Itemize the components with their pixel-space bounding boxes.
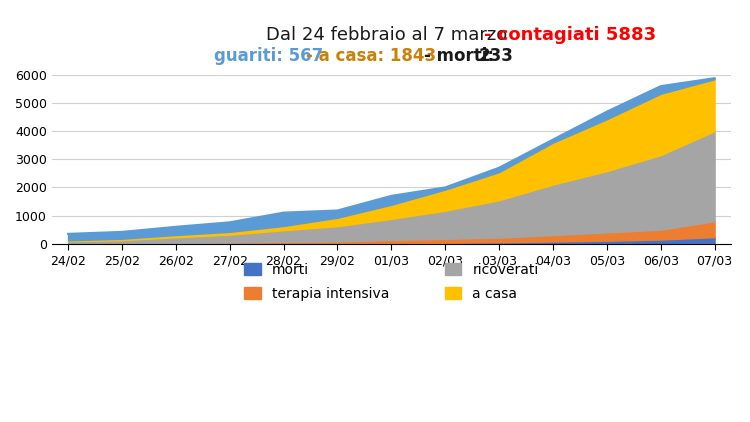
Text: guariti: 567: guariti: 567 (214, 47, 323, 65)
Text: - contagiati 5883: - contagiati 5883 (484, 26, 656, 44)
Text: Dal 24 febbraio al 7 marzo: Dal 24 febbraio al 7 marzo (266, 26, 508, 44)
Text: - morti:: - morti: (424, 47, 494, 65)
Text: 233: 233 (478, 47, 513, 65)
Text: - a casa: 1843: - a casa: 1843 (306, 47, 436, 65)
Legend: morti, terapia intensiva, ricoverati, a casa: morti, terapia intensiva, ricoverati, a … (237, 256, 546, 308)
